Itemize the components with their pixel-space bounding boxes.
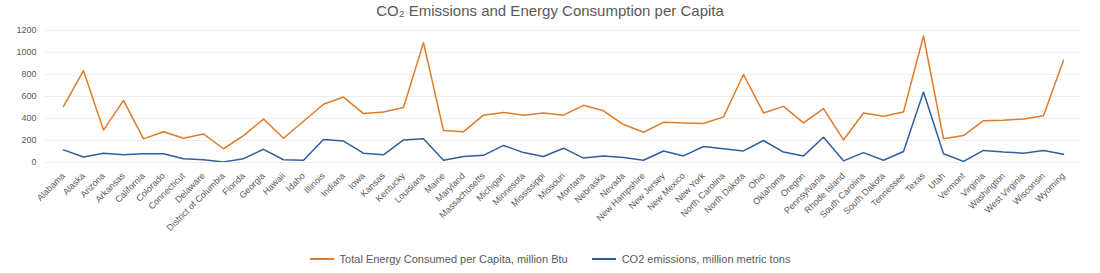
html-text:CO₂ Emissions and Energy Consu: CO₂ Emissions and Energy Consumption per… (376, 2, 724, 19)
svg-text:Iowa: Iowa (346, 170, 367, 192)
svg-text:Wisconsin: Wisconsin (1010, 170, 1047, 207)
svg-text:400: 400 (21, 113, 36, 123)
svg-text:South Carolina: South Carolina (817, 170, 867, 220)
svg-text:Oklahoma: Oklahoma (750, 170, 787, 207)
svg-text:Louisiana: Louisiana (392, 170, 427, 205)
svg-text:Florida: Florida (220, 170, 247, 198)
svg-text:District of Columbia: District of Columbia (165, 171, 227, 233)
svg-text:Kentucky: Kentucky (373, 170, 407, 204)
svg-text:West Virginia: West Virginia (982, 170, 1027, 215)
svg-text:Nebraska: Nebraska (572, 170, 607, 205)
svg-text:Michigan: Michigan (474, 170, 507, 204)
svg-text:North Carolina: North Carolina (678, 170, 727, 219)
svg-text:Georgia: Georgia (237, 171, 267, 201)
svg-text:Arizona: Arizona (78, 170, 107, 200)
svg-text:Montana: Montana (555, 170, 587, 203)
svg-text:0: 0 (31, 157, 36, 167)
svg-text:Texas: Texas (903, 170, 927, 194)
svg-text:Illinois: Illinois (302, 170, 327, 196)
svg-text:New York: New York (673, 170, 707, 205)
svg-text:New Mexico: New Mexico (645, 170, 687, 213)
svg-text:200: 200 (21, 135, 36, 145)
svg-text:Minnesota: Minnesota (490, 170, 527, 208)
svg-text:Maine: Maine (422, 170, 447, 196)
svg-text:Kansas: Kansas (358, 170, 387, 199)
svg-text:Alaska: Alaska (60, 170, 87, 197)
svg-text:Utah: Utah (926, 170, 947, 192)
svg-text:Maryland: Maryland (433, 170, 467, 204)
html-text:Total Energy Consumed per Capi: Total Energy Consumed per Capita, millio… (339, 253, 568, 265)
svg-text:Ohio: Ohio (746, 170, 767, 192)
svg-text:600: 600 (21, 91, 36, 101)
svg-text:Arkansas: Arkansas (93, 170, 127, 205)
html-text:CO2 emissions, million metric: CO2 emissions, million metric tons (621, 253, 791, 265)
svg-text:New Hampshire: New Hampshire (594, 170, 647, 224)
svg-text:Colorado: Colorado (134, 170, 167, 204)
svg-text:California: California (113, 170, 147, 205)
svg-text:Missouri: Missouri (536, 170, 567, 202)
svg-text:North Dakota: North Dakota (702, 171, 747, 216)
svg-text:Washington: Washington (966, 170, 1007, 212)
svg-text:Idaho: Idaho (283, 170, 307, 194)
svg-text:1000: 1000 (16, 47, 36, 57)
svg-text:Connecticut: Connecticut (146, 170, 187, 212)
svg-text:Hawaii: Hawaii (261, 171, 287, 197)
svg-text:Pennsylvania: Pennsylvania (782, 170, 827, 216)
svg-text:Oregon: Oregon (778, 170, 807, 199)
svg-text:South Dakota: South Dakota (841, 170, 887, 217)
svg-text:Rhode Island: Rhode Island (802, 170, 847, 216)
svg-text:Virginia: Virginia (958, 170, 987, 199)
svg-text:Tennessee: Tennessee (869, 171, 907, 209)
svg-text:1200: 1200 (16, 25, 36, 35)
svg-text:Vermont: Vermont (936, 170, 967, 202)
svg-text:Alabama: Alabama (35, 171, 67, 203)
svg-text:Mississippi: Mississippi (509, 170, 547, 209)
svg-text:Massachusetts: Massachusetts (437, 170, 487, 221)
svg-text:New Jersey: New Jersey (626, 170, 667, 211)
svg-text:Indiana: Indiana (319, 171, 347, 199)
svg-text:Delaware: Delaware (173, 170, 207, 205)
svg-text:Wyoming: Wyoming (1033, 171, 1067, 205)
svg-text:Nevada: Nevada (597, 170, 627, 200)
svg-text:800: 800 (21, 69, 36, 79)
